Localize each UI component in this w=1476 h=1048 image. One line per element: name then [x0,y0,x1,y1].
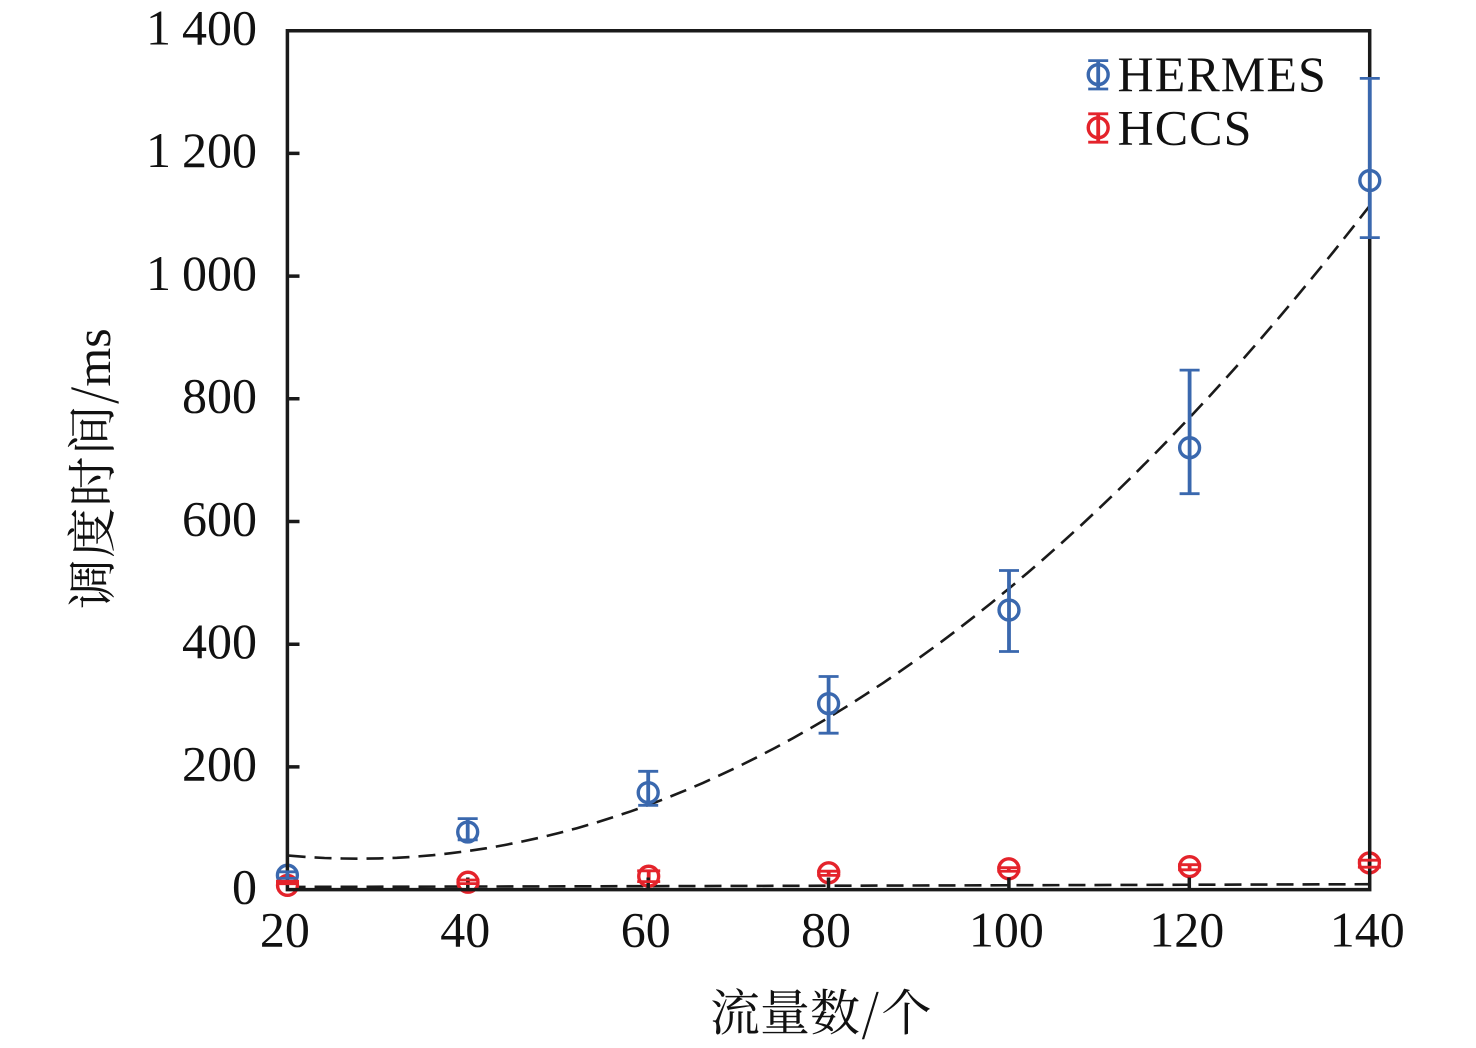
svg-text:0: 0 [232,858,257,914]
svg-text:40: 40 [440,902,490,958]
svg-text:60: 60 [621,902,671,958]
svg-text:000: 000 [182,245,257,301]
svg-text:100: 100 [969,902,1044,958]
svg-text:200: 200 [182,122,257,178]
svg-text:400: 400 [182,613,257,669]
svg-text:80: 80 [801,902,851,958]
svg-text:200: 200 [182,736,257,792]
svg-text:1: 1 [146,122,171,178]
svg-text:HERMES: HERMES [1118,46,1327,102]
svg-text:120: 120 [1149,902,1224,958]
svg-text:140: 140 [1330,902,1405,958]
svg-text:400: 400 [182,0,257,56]
svg-text:ms: ms [65,328,121,386]
svg-text:1: 1 [146,0,171,56]
svg-text:20: 20 [260,902,310,958]
svg-text:HCCS: HCCS [1118,100,1253,156]
svg-text:1: 1 [146,245,171,301]
svg-text:600: 600 [182,490,257,546]
svg-text:800: 800 [182,368,257,424]
